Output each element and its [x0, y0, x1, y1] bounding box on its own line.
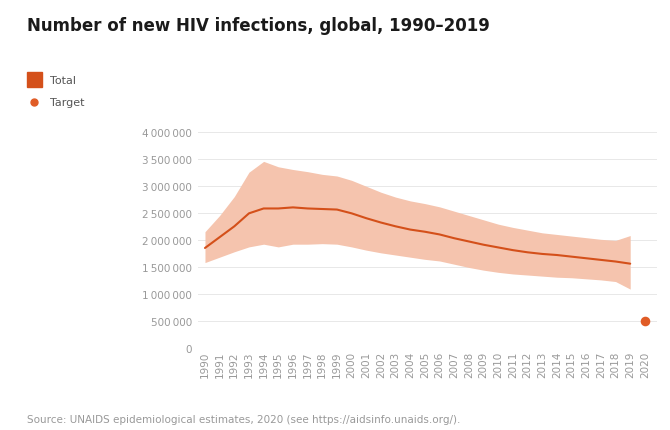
- Bar: [27, 73, 42, 88]
- Text: Target: Target: [50, 98, 84, 108]
- Point: [639, 318, 650, 325]
- Text: Total: Total: [50, 76, 76, 86]
- Text: Source: UNAIDS epidemiological estimates, 2020 (see https://aidsinfo.unaids.org/: Source: UNAIDS epidemiological estimates…: [27, 414, 460, 424]
- Text: Number of new HIV infections, global, 1990–2019: Number of new HIV infections, global, 19…: [27, 17, 490, 35]
